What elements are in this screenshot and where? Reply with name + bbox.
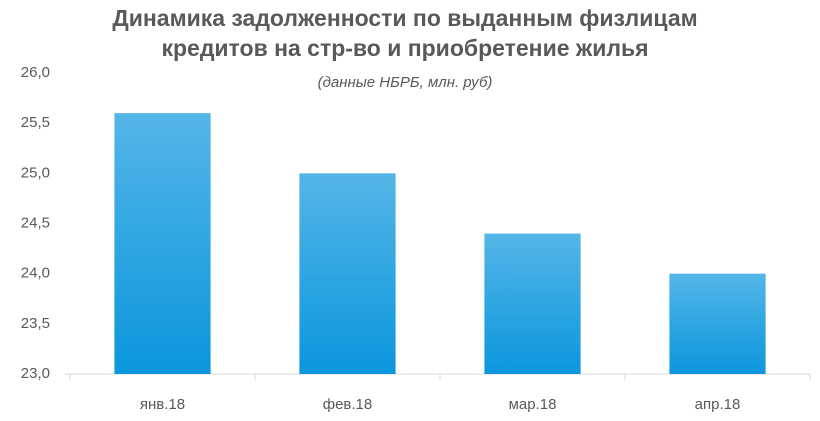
y-tick-label: 23,0 xyxy=(21,365,50,382)
bar xyxy=(669,273,766,374)
x-tick-label: фев.18 xyxy=(323,396,373,413)
x-tick-label: янв.18 xyxy=(140,396,185,413)
y-tick-label: 24,5 xyxy=(21,214,50,231)
y-tick-label: 25,0 xyxy=(21,164,50,181)
x-tick-label: мар.18 xyxy=(509,396,557,413)
chart-subtitle: (данные НБРБ, млн. руб) xyxy=(318,74,493,91)
bar xyxy=(299,173,396,374)
chart-title: кредитов на стр-во и приобретение жилья xyxy=(161,35,648,61)
bar xyxy=(114,113,211,374)
y-tick-label: 26,0 xyxy=(21,64,50,81)
x-tick-label: апр.18 xyxy=(695,396,741,413)
y-tick-label: 23,5 xyxy=(21,315,50,332)
chart-title: Динамика задолженности по выданным физли… xyxy=(112,5,697,31)
bar xyxy=(484,233,581,374)
y-tick-label: 24,0 xyxy=(21,265,50,282)
y-tick-label: 25,5 xyxy=(21,114,50,131)
